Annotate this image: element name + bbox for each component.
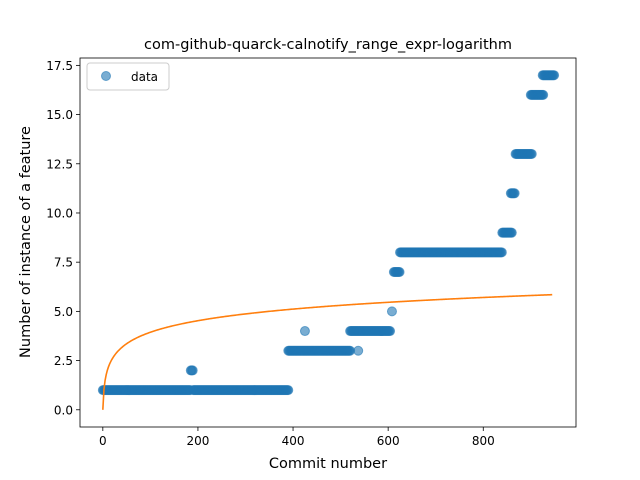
plot-area <box>97 70 560 410</box>
y-tick-label-7: 17.5 <box>46 59 73 73</box>
x-tick-label-4: 800 <box>472 434 495 448</box>
x-tick-label-3: 600 <box>377 434 400 448</box>
y-tick-label-3: 7.5 <box>54 256 73 270</box>
y-tick-label-0: 0.0 <box>54 403 73 417</box>
data-point-471 <box>538 89 549 100</box>
legend-label-data: data <box>131 70 158 84</box>
data-point-484 <box>549 70 560 81</box>
plot-frame <box>79 57 577 428</box>
data-point-263 <box>299 326 310 337</box>
y-tick-label-6: 15.0 <box>46 108 73 122</box>
fit-curve <box>102 293 553 410</box>
x-tick-label-1: 200 <box>186 434 209 448</box>
x-tick-label-0: 0 <box>99 434 107 448</box>
data-point-315 <box>394 267 405 278</box>
y-tick-label-4: 10.0 <box>46 206 73 220</box>
y-tick-label-5: 12.5 <box>46 157 73 171</box>
data-point-439 <box>509 188 520 199</box>
legend: data <box>86 62 170 91</box>
x-axis-label: Commit number <box>269 456 387 472</box>
data-point-307 <box>353 345 364 356</box>
legend-marker-data <box>101 71 111 81</box>
data-point-308 <box>386 306 397 317</box>
data-point-306 <box>385 326 396 337</box>
data-point-457 <box>526 148 537 159</box>
y-tick-label-2: 5.0 <box>54 305 73 319</box>
y-axis-label: Number of instance of a feature <box>18 126 34 358</box>
data-point-196 <box>283 385 294 396</box>
data-point-95 <box>187 365 198 376</box>
y-tick-label-1: 2.5 <box>54 354 73 368</box>
legend-box <box>86 62 170 91</box>
data-point-434 <box>506 227 517 238</box>
chart-title: com-github-quarck-calnotify_range_expr-l… <box>144 37 512 53</box>
data-point-423 <box>496 247 507 258</box>
x-tick-label-2: 400 <box>282 434 305 448</box>
axes: 0 200 400 600 800 0.0 2.5 5.0 7.5 10.0 12.5 15.0 17.… <box>46 57 577 448</box>
